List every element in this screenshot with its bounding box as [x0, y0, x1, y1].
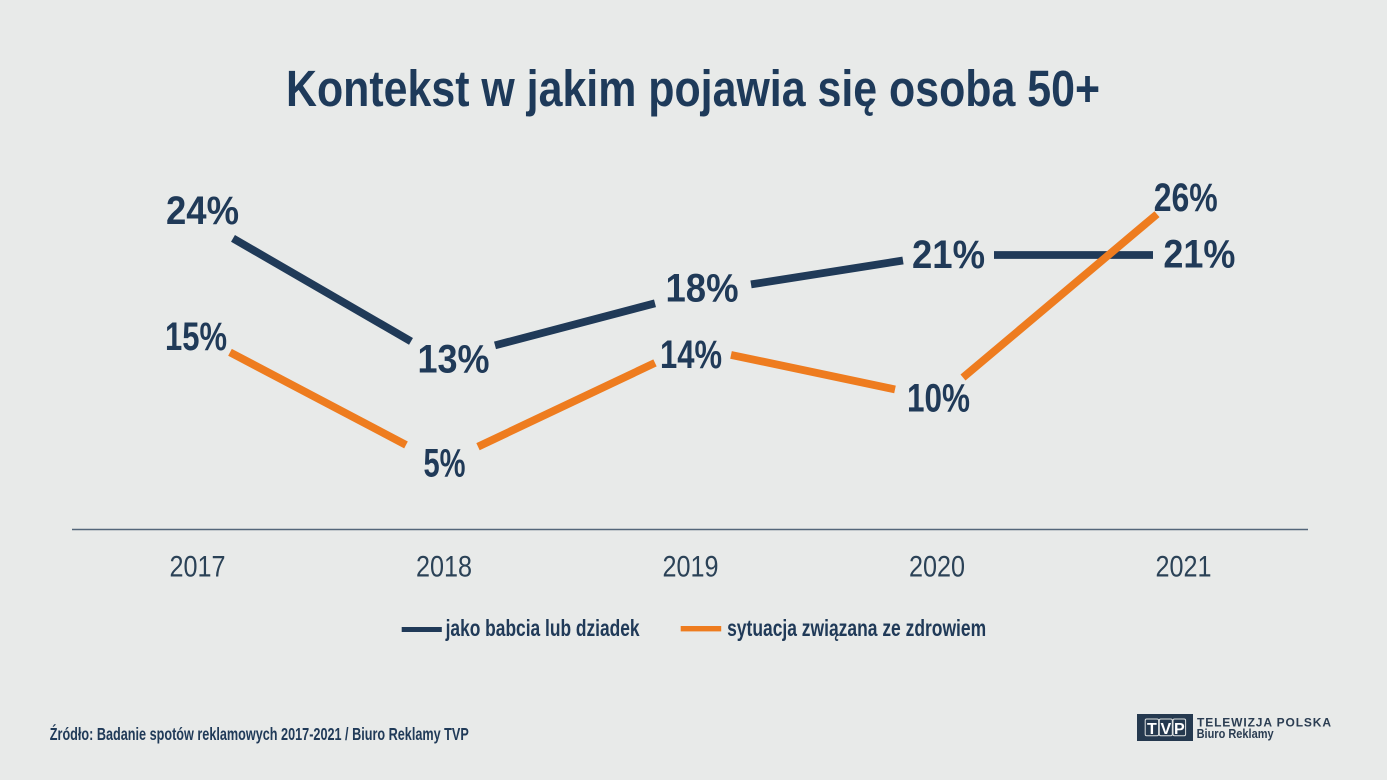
- svg-text:sytuacja związana ze zdrowiem: sytuacja związana ze zdrowiem: [727, 615, 986, 641]
- svg-text:T: T: [1147, 721, 1157, 738]
- svg-text:2017: 2017: [170, 551, 226, 584]
- svg-text:Biuro Reklamy: Biuro Reklamy: [1197, 727, 1274, 741]
- svg-text:15%: 15%: [165, 315, 227, 359]
- svg-text:18%: 18%: [666, 267, 739, 311]
- svg-text:2021: 2021: [1156, 551, 1212, 584]
- svg-text:24%: 24%: [166, 189, 239, 233]
- svg-text:14%: 14%: [660, 333, 722, 377]
- svg-text:26%: 26%: [1154, 176, 1218, 220]
- svg-text:2020: 2020: [909, 551, 965, 584]
- svg-text:10%: 10%: [907, 377, 970, 421]
- svg-text:2018: 2018: [416, 551, 472, 584]
- svg-text:Kontekst w jakim pojawia się o: Kontekst w jakim pojawia się osoba 50+: [286, 60, 1100, 117]
- svg-text:21%: 21%: [912, 233, 985, 277]
- svg-text:13%: 13%: [418, 337, 490, 381]
- svg-text:Źródło: Badanie spotów reklamo: Źródło: Badanie spotów reklamowych 2017-…: [50, 723, 469, 744]
- svg-text:21%: 21%: [1163, 233, 1235, 277]
- svg-text:P: P: [1174, 721, 1185, 738]
- svg-text:5%: 5%: [424, 442, 466, 486]
- svg-text:jako babcia lub dziadek: jako babcia lub dziadek: [445, 615, 640, 641]
- svg-text:2019: 2019: [663, 551, 719, 584]
- svg-text:V: V: [1160, 721, 1171, 738]
- svg-text:TELEWIZJA POLSKA: TELEWIZJA POLSKA: [1197, 715, 1331, 729]
